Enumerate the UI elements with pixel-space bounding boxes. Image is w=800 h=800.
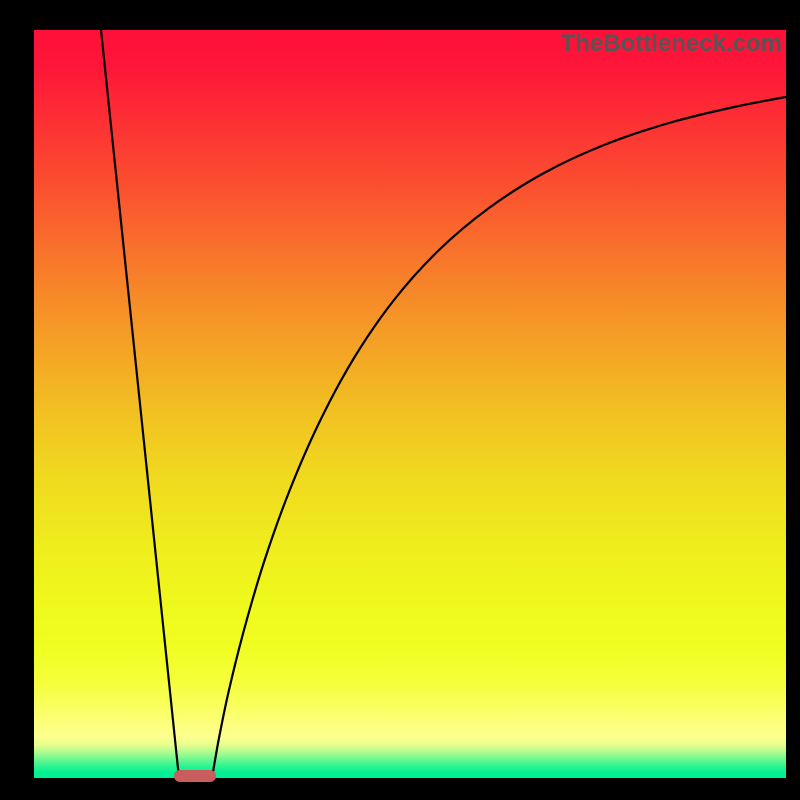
chart-border-bottom [0,778,800,800]
chart-border-right [786,0,800,800]
chart-border-top [0,0,800,30]
bottleneck-chart: TheBottleneck.com [0,0,800,800]
plot-area: TheBottleneck.com [34,30,786,778]
chart-border-left [0,0,34,800]
optimal-marker [174,770,216,782]
curve-overlay [34,30,786,778]
